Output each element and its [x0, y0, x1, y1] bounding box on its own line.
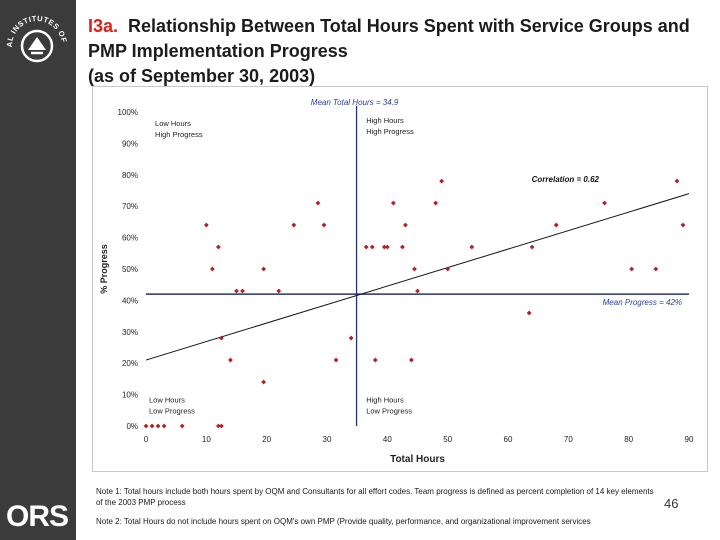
y-tick-label: 60% [122, 234, 138, 243]
x-tick-label: 0 [144, 435, 149, 444]
y-tick-label: 0% [126, 422, 138, 431]
note-2: Note 2: Total Hours do not include hours… [96, 517, 591, 526]
page-number: 46 [664, 496, 679, 511]
quadrant-label-bottom-right: Low Progress [366, 406, 412, 415]
data-point [439, 178, 445, 184]
data-point [219, 423, 224, 429]
data-point [384, 244, 390, 250]
title-number: I3a. [88, 16, 119, 36]
data-point [240, 288, 245, 294]
quadrant-label-bottom-left: Low Progress [149, 406, 195, 415]
y-tick-label: 30% [122, 328, 138, 337]
data-point [219, 335, 224, 341]
title-subtitle: (as of September 30, 2003) [88, 66, 316, 86]
x-tick-label: 80 [624, 435, 633, 444]
slide-title: I3a. Relationship Between Total Hours Sp… [88, 14, 708, 89]
data-point [653, 266, 659, 272]
data-point [381, 244, 387, 250]
data-point [209, 266, 215, 272]
data-point [234, 288, 239, 294]
quadrant-label-top-left: High Progress [155, 130, 203, 139]
note-1: Note 1: Total hours include both hours s… [96, 487, 654, 507]
correlation-label: Correlation = 0.62 [532, 175, 600, 184]
sidebar-band: NATIONAL INSTITUTES OF HEALTH ORS [0, 0, 76, 540]
x-tick-label: 10 [202, 435, 211, 444]
y-tick-label: 50% [122, 265, 138, 274]
data-point [369, 244, 375, 250]
y-tick-label: 40% [122, 296, 138, 305]
x-tick-label: 20 [262, 435, 271, 444]
data-point [179, 423, 185, 429]
data-point [680, 222, 686, 228]
data-point [321, 222, 327, 228]
data-point [433, 200, 438, 206]
y-axis-label: % Progress [99, 244, 109, 294]
data-point [602, 200, 607, 206]
data-point [629, 266, 635, 272]
trend-line [145, 193, 690, 361]
x-tick-label: 90 [685, 435, 694, 444]
y-tick-label: 70% [122, 202, 138, 211]
data-point [529, 244, 535, 250]
mean-hours-label: Mean Total Hours = 34.9 [311, 98, 399, 107]
x-tick-label: 60 [504, 435, 513, 444]
title-text: Relationship Between Total Hours Spent w… [88, 16, 690, 61]
data-point [161, 423, 167, 429]
quadrant-label-bottom-right: High Hours [366, 395, 404, 404]
data-point [412, 266, 417, 272]
data-point [403, 222, 408, 228]
quadrant-label-top-left: Low Hours [155, 119, 191, 128]
data-point [469, 244, 475, 250]
data-point [348, 335, 354, 341]
x-axis-label: Total Hours [390, 454, 445, 465]
y-tick-label: 10% [122, 391, 138, 400]
data-point [315, 200, 321, 206]
data-point [228, 357, 233, 363]
scatter-chart: 0% 10% 20% 30% 40% 50% 60% 70% 80% 90% 100% 0 10 20 30… [92, 86, 708, 472]
y-tick-label: 90% [122, 139, 138, 148]
y-tick-label: 20% [122, 359, 138, 368]
data-point [674, 178, 680, 184]
y-tick-label: 80% [122, 171, 138, 180]
mean-progress-label: Mean Progress = 42% [603, 298, 682, 307]
data-point [372, 357, 378, 363]
x-tick-label: 50 [443, 435, 452, 444]
data-point [216, 244, 221, 250]
data-point [400, 244, 405, 250]
data-point [363, 244, 369, 250]
data-point [553, 222, 559, 228]
x-tick-label: 70 [564, 435, 573, 444]
quadrant-label-top-right: High Hours [366, 116, 404, 125]
data-point [203, 222, 209, 228]
data-point [276, 288, 282, 294]
data-point [143, 423, 149, 429]
data-point [261, 266, 267, 272]
ors-logo: ORS [6, 500, 69, 533]
data-point [261, 379, 267, 385]
data-point [291, 222, 297, 228]
data-point [216, 423, 221, 429]
data-point [415, 288, 420, 294]
data-point [526, 310, 532, 316]
data-point [333, 357, 339, 363]
data-point [409, 357, 414, 363]
y-tick-label: 100% [118, 108, 138, 117]
quadrant-label-bottom-left: Low Hours [149, 395, 185, 404]
data-point [390, 200, 396, 206]
x-tick-label: 40 [383, 435, 392, 444]
quadrant-label-top-right: High Progress [366, 127, 414, 136]
nih-logo-icon: NATIONAL INSTITUTES OF HEALTH [4, 6, 69, 63]
data-point [155, 423, 161, 429]
x-tick-label: 30 [323, 435, 332, 444]
chart-svg: 0% 10% 20% 30% 40% 50% 60% 70% 80% 90% 100% 0 10 20 30… [99, 98, 694, 465]
data-point [149, 423, 155, 429]
